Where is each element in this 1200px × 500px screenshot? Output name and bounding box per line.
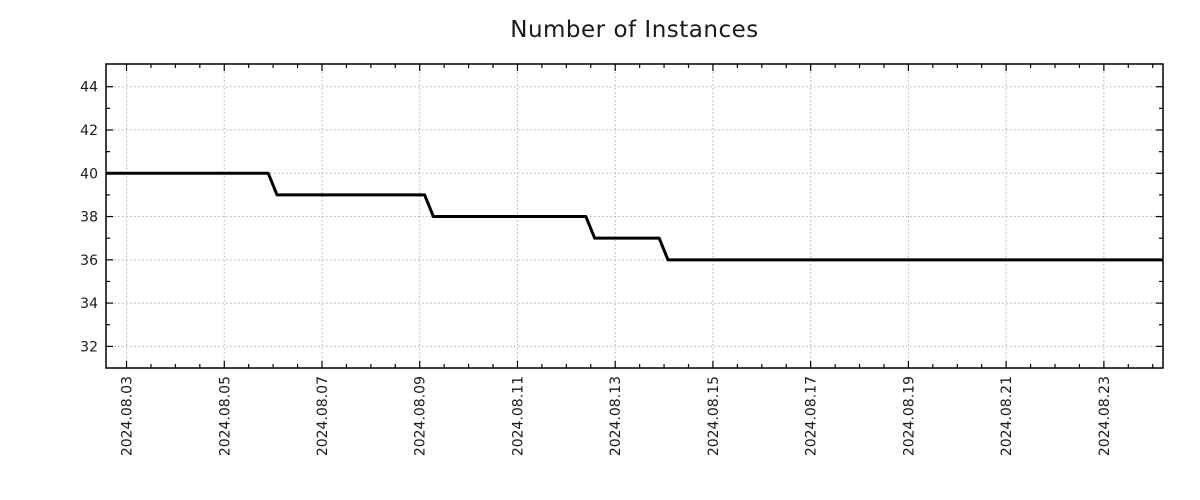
x-tick-label: 2024.08.11 <box>510 376 526 456</box>
plot-border <box>105 63 1164 369</box>
x-tick-label: 2024.08.09 <box>413 376 429 456</box>
x-tick-label: 2024.08.07 <box>315 376 331 456</box>
y-tick-label: 36 <box>80 253 98 269</box>
chart-title: Number of Instances <box>510 17 759 43</box>
x-tick-label: 2024.08.19 <box>901 376 917 456</box>
x-tick-label: 2024.08.17 <box>804 376 820 456</box>
y-tick-label: 44 <box>80 80 98 96</box>
x-tick-label: 2024.08.15 <box>706 376 722 456</box>
y-tick-label: 42 <box>80 123 98 139</box>
x-tick-label: 2024.08.23 <box>1097 376 1113 456</box>
x-tick-label: 2024.08.13 <box>608 376 624 456</box>
x-tick-label: 2024.08.05 <box>217 376 233 456</box>
y-tick-label: 32 <box>80 339 98 355</box>
y-tick-label: 40 <box>80 166 98 182</box>
y-tick-label: 38 <box>80 210 98 226</box>
x-tick-label: 2024.08.21 <box>999 376 1015 456</box>
x-tick-label: 2024.08.03 <box>120 376 136 456</box>
data-line-number-of-instances <box>106 171 1163 262</box>
y-tick-label: 34 <box>80 296 98 312</box>
